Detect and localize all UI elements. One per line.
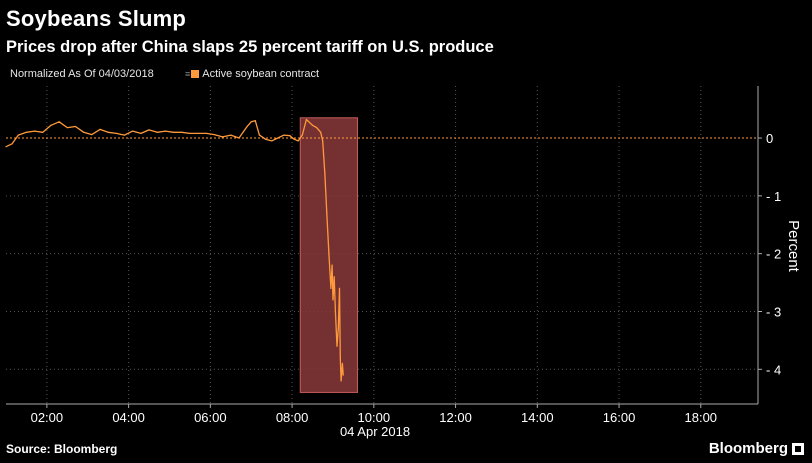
- data-point: [246, 125, 248, 128]
- x-tick-label: 18:00: [685, 410, 718, 425]
- data-point: [324, 172, 326, 174]
- data-point: [99, 128, 101, 130]
- data-point: [277, 137, 279, 139]
- data-point: [332, 299, 334, 301]
- data-point: [5, 146, 7, 148]
- data-point: [289, 135, 291, 137]
- y-tick-label: - 2: [766, 247, 781, 262]
- legend: ≡ Active soybean contract: [185, 68, 319, 80]
- data-point: [328, 253, 330, 255]
- legend-swatch-icon: [191, 70, 200, 78]
- data-point: [148, 129, 150, 131]
- data-point: [254, 120, 256, 122]
- x-tick-label: 10:00: [358, 410, 391, 425]
- data-point: [283, 134, 285, 136]
- x-tick-label: 12:00: [439, 410, 472, 425]
- data-point: [331, 264, 333, 266]
- axis-layer: 02:00 04:00 06:00 08:00 10:00 12:00 14:00 16:00…: [6, 86, 781, 425]
- data-point: [140, 132, 142, 135]
- data-point: [342, 374, 344, 376]
- data-point: [337, 328, 339, 330]
- y-tick-label: - 1: [766, 189, 781, 204]
- data-point: [297, 140, 299, 142]
- data-point: [334, 310, 337, 313]
- normalized-label: Normalized As Of 04/03/2018: [10, 68, 154, 80]
- series-layer: [5, 118, 344, 382]
- bloomberg-icon: [792, 442, 804, 455]
- y-tick-label: - 4: [766, 362, 781, 377]
- brand-logo: Bloomberg: [709, 440, 804, 457]
- data-point: [25, 131, 28, 133]
- data-point: [74, 125, 77, 128]
- data-point: [305, 118, 307, 121]
- data-point: [66, 127, 68, 129]
- x-date-label: 04 Apr 2018: [340, 424, 410, 439]
- data-point: [301, 134, 303, 136]
- data-point: [58, 121, 60, 123]
- data-point: [230, 134, 232, 136]
- data-point: [339, 357, 341, 359]
- x-tick-label: 02:00: [31, 410, 64, 425]
- data-point: [50, 124, 52, 126]
- data-point: [326, 212, 328, 214]
- data-point: [338, 287, 341, 289]
- chart-subtitle: Prices drop after China slaps 25 percent…: [6, 38, 494, 56]
- data-point: [330, 287, 332, 289]
- data-point: [340, 380, 342, 382]
- data-point: [132, 130, 134, 132]
- data-point: [34, 130, 36, 132]
- y-axis-label: Percent: [785, 220, 802, 273]
- data-point: [271, 140, 273, 142]
- x-tick-label: 14:00: [521, 410, 554, 425]
- data-point: [316, 127, 318, 129]
- data-point: [91, 133, 93, 136]
- data-point: [197, 132, 199, 135]
- data-point: [189, 132, 191, 135]
- data-point: [264, 138, 267, 140]
- x-tick-label: 04:00: [112, 410, 145, 425]
- data-point: [250, 121, 252, 123]
- data-point: [123, 134, 126, 136]
- data-point: [156, 131, 158, 133]
- data-point: [83, 131, 85, 133]
- x-tick-label: 16:00: [603, 410, 636, 425]
- data-point: [181, 131, 183, 133]
- data-point: [311, 124, 314, 126]
- x-tick-label: 06:00: [194, 410, 227, 425]
- data-point: [333, 276, 335, 278]
- data-point: [172, 131, 175, 133]
- brand-label: Bloomberg: [708, 440, 788, 457]
- data-point: [115, 132, 117, 135]
- legend-lines-icon: ≡: [185, 69, 191, 79]
- data-point: [341, 362, 343, 365]
- x-tick-label: 08:00: [276, 410, 309, 425]
- data-point: [293, 138, 295, 140]
- data-point: [336, 345, 338, 347]
- data-point: [17, 134, 19, 136]
- y-tick-label: 0: [766, 131, 773, 146]
- data-point: [107, 131, 109, 133]
- y-tick-label: - 3: [766, 304, 781, 319]
- data-point: [258, 134, 260, 136]
- legend-entry-label: Active soybean contract: [202, 68, 320, 80]
- data-point: [42, 131, 44, 133]
- data-point: [164, 130, 166, 132]
- data-point: [238, 137, 240, 139]
- data-point: [213, 133, 216, 136]
- data-point: [222, 136, 224, 138]
- data-point: [205, 132, 207, 135]
- data-point: [320, 131, 322, 133]
- series-line-active-soybean-contract: [5, 118, 344, 382]
- chart-title: Soybeans Slump: [6, 6, 187, 31]
- data-point: [322, 140, 324, 142]
- source-label: Source: Bloomberg: [6, 442, 118, 456]
- data-point: [11, 143, 13, 145]
